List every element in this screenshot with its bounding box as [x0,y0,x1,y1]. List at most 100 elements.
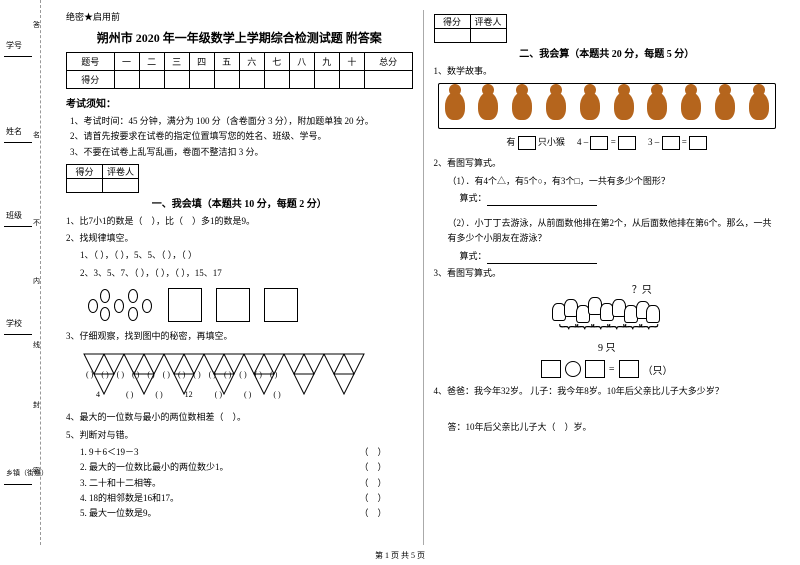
mid-char-1: 名 [33,130,40,140]
s1-q5-2: 2. 最大的一位数比最小的两位数少1。 [80,460,229,475]
s2-q1: 1、数学故事。 [434,64,781,79]
oval-icon [128,307,138,321]
unit-label: （只） [643,362,673,377]
score-box-1: 得分评卷人 [66,164,139,193]
monkey-icon [478,92,498,120]
equation-row: = （只） [434,360,781,378]
binding-label-4: 乡镇（街道） [6,468,48,478]
score-box-2: 得分评卷人 [434,14,507,43]
s1-q5-1: 1. 9＋6＜19－3 [80,445,139,460]
blank-box [689,136,707,150]
monkey-icon [715,92,735,120]
eq-b: 4 – = [577,136,636,150]
calc-label: 算式： [460,251,487,261]
binding-margin: 学号 姓名 班级 学校 乡镇（街道） 答 名 不 内 线 封 密 [0,0,48,545]
score-h-5: 五 [214,53,239,71]
s1-q5-5: 5. 最大一位数是9。 [80,506,157,521]
score-h-9: 九 [314,53,339,71]
mid-char-5: 封 [33,400,40,410]
mid-char-2: 不 [33,218,40,228]
blank-underline [487,195,597,206]
left-column: 绝密★启用前 朔州市 2020 年一年级数学上学期综合检测试题 附答案 题号 一… [56,10,424,545]
binding-underline-0 [4,56,32,57]
s2-q2-calc-2: 算式： [460,249,781,264]
blank-box [518,136,536,150]
score-h-7: 七 [264,53,289,71]
s1-q2: 2、找规律填空。 [66,231,413,246]
score-row-label: 得分 [67,71,115,89]
oval-icon [88,299,98,313]
s2-q3: 3、看图写算式。 [434,266,781,281]
blank-paren: （ ） [359,476,386,491]
score-h-11: 总分 [364,53,412,71]
s1-q2-l1: 1、（ ），（ ），5、5、（ ），（ ） [80,248,413,263]
oval-icon [114,299,124,313]
circle-cluster [84,285,154,325]
binding-underline-4 [4,484,32,485]
s2-q2-1: （1）．有4个△，有5个○，有3个□，一共有多少个图形？ [448,174,781,189]
score-h-4: 四 [189,53,214,71]
s2-q2-2: （2）．小丁丁去游泳，从前面数他排在第2个，从后面数他排在第6个。那么，一共有多… [448,216,781,247]
binding-label-2: 班级 [6,210,22,221]
eq-box [541,360,561,378]
square-icon [216,288,250,322]
eq-box [585,360,605,378]
square-icon [168,288,202,322]
dogs-cluster [552,285,662,325]
dog-icon [646,305,660,323]
monkey-icon [512,92,532,120]
s2-q2-calc-1: 算式： [460,191,781,206]
s2-q2: 2、看图写算式。 [434,156,781,171]
shapes-row [84,285,413,325]
section2-title: 二、我会算（本题共 20 分，每题 5 分） [434,45,781,60]
fixed-4: 4 [96,390,100,399]
binding-underline-3 [4,334,32,335]
score-h-8: 八 [289,53,314,71]
monkey-story-box [438,83,777,129]
binding-label-3: 学校 [6,318,22,329]
section1-title: 一、我会填（本题共 10 分，每题 2 分） [66,195,413,210]
blank-box [618,136,636,150]
binding-dash-line [40,0,41,545]
blank-paren: （ ） [359,445,386,460]
blank-paren: （ ） [359,491,386,506]
blank-box [590,136,608,150]
mid-char-4: 线 [33,340,40,350]
oval-icon [128,289,138,303]
s1-q5: 5、判断对与错。 [66,428,413,443]
score-value-row: 得分 [67,71,413,89]
dogs-figure: ？只 ︸︸︸︸︸︸ 9 只 [434,285,781,354]
eq-c: 3 – = [648,136,707,150]
secret-label: 绝密★启用前 [66,10,413,23]
oval-icon [100,307,110,321]
mid-char-0: 答 [33,20,40,30]
equals-sign: = [609,364,615,375]
rule-3: 3、不要在试卷上乱写乱画，卷面不整洁扣 3 分。 [70,145,413,160]
score-h-3: 三 [164,53,189,71]
blank-paren: （ ） [359,506,386,521]
blank-box [662,136,680,150]
binding-underline-1 [4,142,32,143]
story-equation-row: 有 只小猴 4 – = 3 – = [434,135,781,150]
square-icon [264,288,298,322]
s1-q2-l2: 2、3、5、7、（ ），（ ），（ ），15、17 [80,266,413,281]
score-table: 题号 一 二 三 四 五 六 七 八 九 十 总分 得分 [66,52,413,89]
monkey-icon [614,92,634,120]
score-h-2: 二 [139,53,164,71]
mid-char-3: 内 [33,276,40,286]
monkey-icon [546,92,566,120]
monkey-icon [681,92,701,120]
calc-label: 算式： [460,193,487,203]
s1-q4: 4、最大的一位数与最小的两位数相差（ ）。 [66,410,413,425]
binding-label-0: 学号 [6,40,22,51]
exam-rules: 1、考试时间：45 分钟，满分为 100 分（含卷面分 3 分），附加题单独 2… [66,114,413,160]
eq-circle [565,361,581,377]
diamond-pattern: ( ) ( ) ( ) ( ) ( ) ( ) ( ) ( ) ( ) ( ) … [74,348,413,406]
rule-2: 2、请首先按要求在试卷的指定位置填写您的姓名、班级、学号。 [70,129,413,144]
exam-notice-head: 考试须知： [66,95,413,110]
scbox-a: 得分 [67,164,103,178]
oval-icon [100,289,110,303]
scbox2-a: 得分 [434,15,470,29]
monkey-icon [749,92,769,120]
s1-q5-3: 3. 二十和十二相等。 [80,476,161,491]
